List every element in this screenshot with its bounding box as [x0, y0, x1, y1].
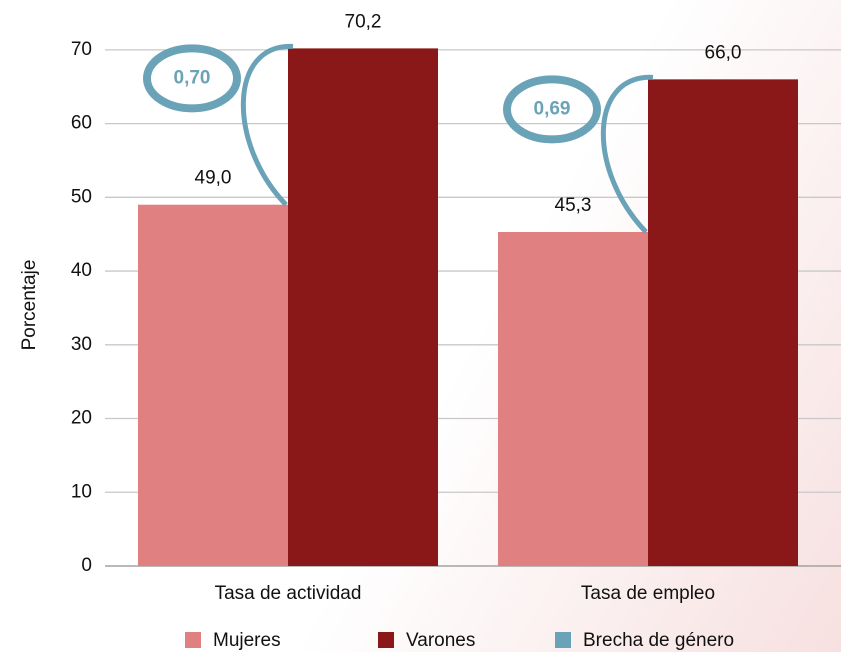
legend-swatch: [185, 632, 201, 648]
legend-label: Mujeres: [213, 630, 281, 651]
legend-label: Brecha de género: [583, 630, 734, 651]
bar: [648, 79, 798, 566]
legend-swatch: [378, 632, 394, 648]
gap-label: 0,70: [174, 67, 211, 88]
y-tick-label: 60: [71, 113, 92, 134]
chart: Porcentaje 0 10 20 30 40 50 60 70 Tasa de activi…: [0, 0, 841, 652]
x-tick-label: Tasa de actividad: [215, 583, 362, 604]
gap-connector: [243, 46, 293, 204]
y-tick-label: 10: [71, 481, 92, 502]
y-axis-title: Porcentaje: [19, 260, 40, 351]
y-tick-label: 30: [71, 334, 92, 355]
y-tick-label: 70: [71, 39, 92, 60]
legend-swatch: [555, 632, 571, 648]
bar: [498, 232, 648, 566]
value-label: 49,0: [195, 168, 232, 189]
value-label: 45,3: [555, 195, 592, 216]
y-tick-label: 20: [71, 408, 92, 429]
bar: [138, 205, 288, 566]
value-label: 70,2: [345, 11, 382, 32]
gap-connector: [603, 77, 653, 232]
gap-label: 0,69: [534, 98, 571, 119]
legend-label: Varones: [406, 630, 475, 651]
y-tick-label: 50: [71, 186, 92, 207]
bar: [288, 48, 438, 566]
y-tick-label: 0: [81, 555, 92, 576]
value-label: 66,0: [705, 42, 742, 63]
y-tick-label: 40: [71, 260, 92, 281]
x-tick-label: Tasa de empleo: [581, 583, 715, 604]
page: Porcentaje 0 10 20 30 40 50 60 70 Tasa de activi…: [0, 0, 841, 652]
